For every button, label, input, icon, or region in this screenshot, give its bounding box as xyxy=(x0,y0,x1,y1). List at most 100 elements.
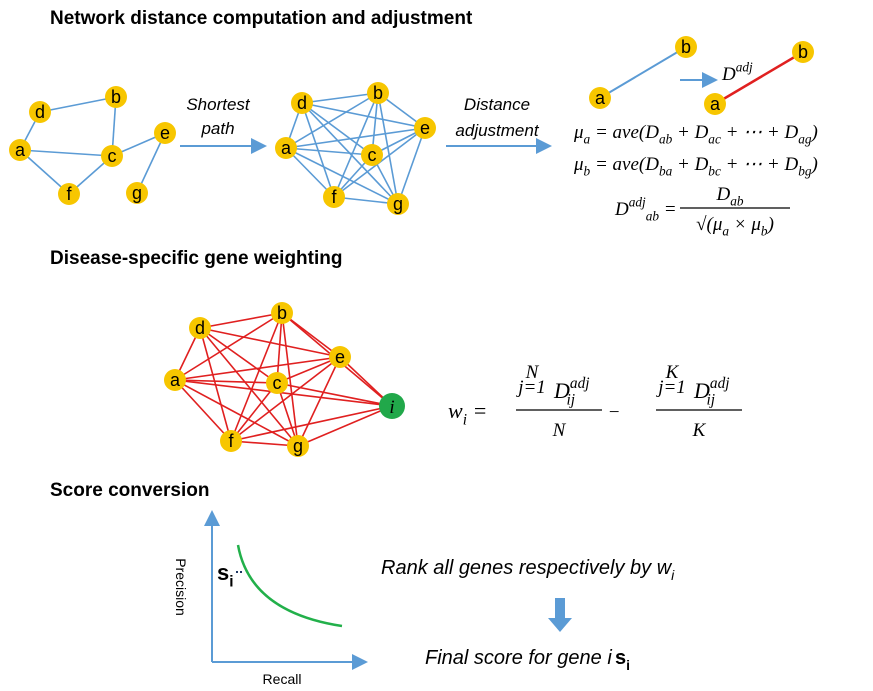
superscript: adj xyxy=(710,375,730,392)
node-label: g xyxy=(393,194,403,214)
node-label: a xyxy=(170,370,181,390)
text-part: = xyxy=(467,398,487,423)
node xyxy=(189,317,211,339)
subscript: i xyxy=(229,574,233,591)
text-part: = xyxy=(659,199,677,220)
node-label: f xyxy=(331,187,337,207)
node-label: e xyxy=(160,123,170,143)
node-label: a xyxy=(281,138,292,158)
edge xyxy=(174,379,278,384)
edge xyxy=(276,382,393,407)
formula: Dadj ij xyxy=(693,375,730,409)
label: Shortest xyxy=(186,95,251,114)
text-part: Rank all genes respectively by w xyxy=(381,557,673,579)
node xyxy=(323,186,345,208)
formula: wi = xyxy=(448,398,487,429)
text-part: + ⋯ + D xyxy=(721,122,799,143)
edge xyxy=(39,96,117,113)
node xyxy=(329,346,351,368)
node xyxy=(29,101,51,123)
node xyxy=(675,36,697,58)
label: N xyxy=(525,362,540,383)
edge xyxy=(174,356,341,381)
label: N xyxy=(552,420,567,441)
formula: μa = ave(Dab + Dac + ⋯ + Dag) xyxy=(573,122,818,147)
text-part: μ xyxy=(573,122,584,143)
text-part: s xyxy=(217,560,229,585)
subscript: ac xyxy=(708,132,721,147)
text-part: D xyxy=(715,184,730,205)
subscript: i xyxy=(463,412,467,429)
node-label: b xyxy=(373,83,383,103)
node-label: d xyxy=(35,102,45,122)
edge xyxy=(174,379,299,447)
edge xyxy=(285,147,399,205)
text-part: ) xyxy=(767,214,774,235)
label: path xyxy=(200,119,234,138)
node xyxy=(291,92,313,114)
node xyxy=(154,122,176,144)
edge xyxy=(19,149,113,157)
edge xyxy=(276,312,283,384)
node-label: d xyxy=(195,318,205,338)
label: K xyxy=(692,420,707,441)
text-part: w xyxy=(448,398,463,423)
node xyxy=(101,145,123,167)
node xyxy=(361,144,383,166)
label: − xyxy=(608,402,621,423)
formula: Rank all genes respectively by wi xyxy=(381,557,675,583)
edge xyxy=(276,382,299,447)
text-part: D xyxy=(693,378,710,403)
edge xyxy=(285,92,379,149)
section-title: Disease-specific gene weighting xyxy=(50,248,342,269)
text-part: D xyxy=(614,199,629,220)
node-label: f xyxy=(228,431,234,451)
text-part: = ave(D xyxy=(590,154,659,175)
node-label: a xyxy=(595,88,606,108)
node-label: b xyxy=(798,42,808,62)
edge xyxy=(285,127,426,149)
text-part: × μ xyxy=(729,214,761,235)
edge xyxy=(599,46,687,99)
node xyxy=(275,137,297,159)
superscript: adj xyxy=(629,194,646,209)
formula: √(μa × μb) xyxy=(696,214,774,239)
node xyxy=(105,86,127,108)
edge xyxy=(230,382,278,442)
edge xyxy=(230,312,283,442)
subscript: bc xyxy=(708,164,721,179)
section-title: Score conversion xyxy=(50,480,209,501)
text-part: + D xyxy=(672,122,708,143)
node-label: a xyxy=(15,140,26,160)
node xyxy=(704,93,726,115)
subscript: ab xyxy=(659,132,673,147)
superscript: adj xyxy=(570,375,590,392)
node xyxy=(266,372,288,394)
edge xyxy=(276,356,341,384)
node-label: a xyxy=(710,94,721,114)
formula: Dadj xyxy=(721,59,753,85)
text-part: μ xyxy=(573,154,584,175)
node xyxy=(58,183,80,205)
text-part: s xyxy=(615,647,626,669)
section-title: Network distance computation and adjustm… xyxy=(50,8,473,29)
subscript: bg xyxy=(798,164,812,179)
node-label: g xyxy=(293,436,303,456)
node xyxy=(387,193,409,215)
label: j=1 xyxy=(515,377,546,398)
down-arrow xyxy=(548,598,572,632)
node-label: c xyxy=(368,145,377,165)
edge xyxy=(714,50,804,106)
label: Precision xyxy=(173,558,189,616)
label: j=1 xyxy=(655,377,686,398)
edge xyxy=(333,92,379,198)
text-part: + D xyxy=(672,154,708,175)
formula: Dab xyxy=(715,184,743,209)
edge xyxy=(174,379,232,442)
node-label: e xyxy=(420,118,430,138)
node-label: g xyxy=(132,183,142,203)
text-part: = ave(D xyxy=(590,122,659,143)
subscript: i xyxy=(626,657,630,673)
edge xyxy=(199,327,299,447)
label: Distance xyxy=(464,95,530,114)
